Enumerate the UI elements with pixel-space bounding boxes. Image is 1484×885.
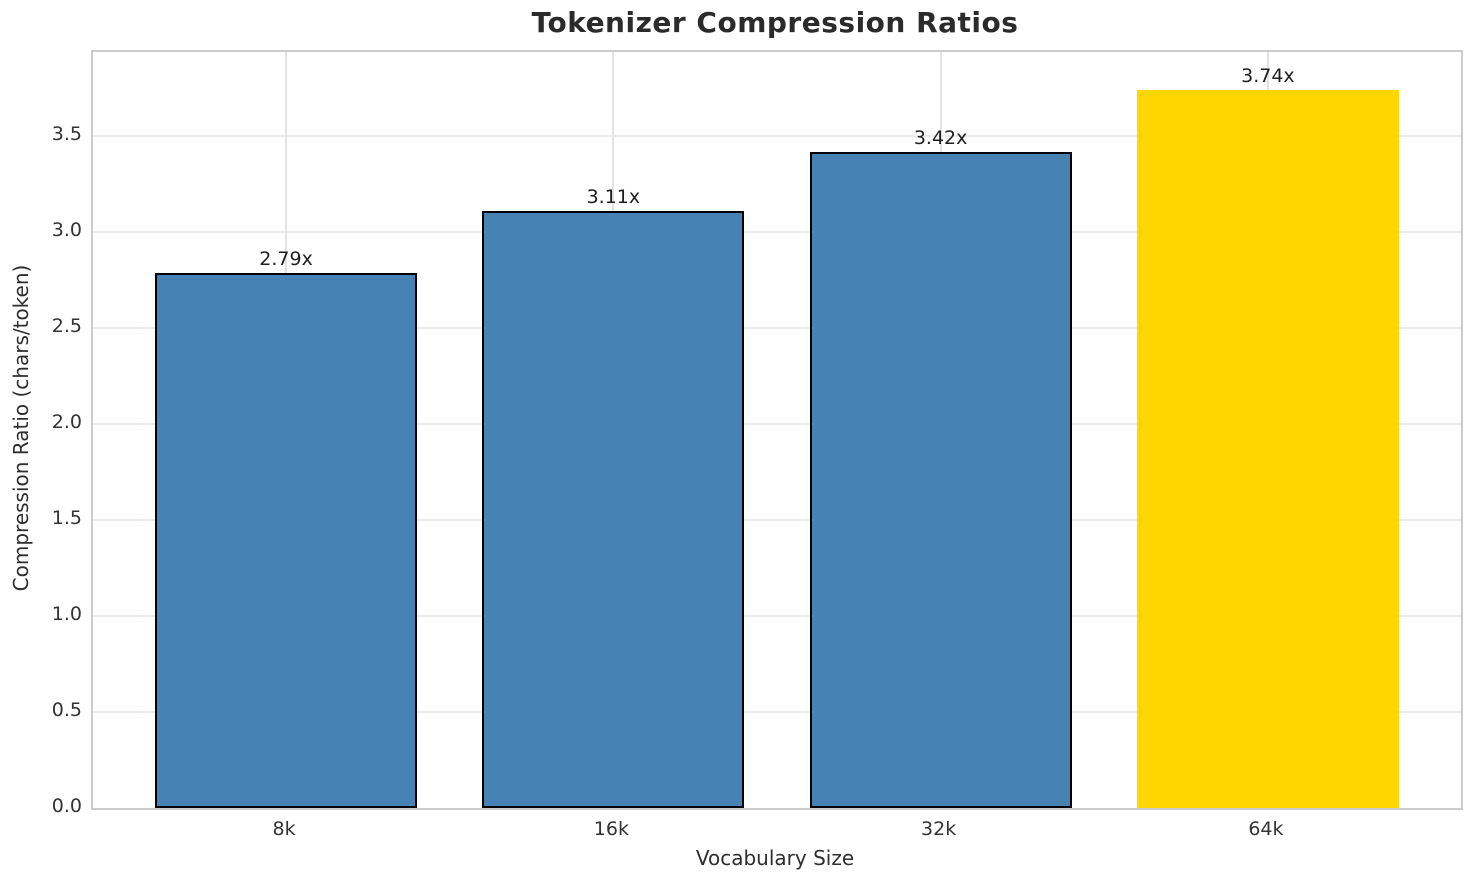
chart-title: Tokenizer Compression Ratios: [531, 6, 1019, 39]
bar-16k: [482, 211, 745, 808]
x-tick-label-64k: 64k: [1248, 818, 1284, 840]
bar-value-label: 3.74x: [1241, 65, 1295, 88]
bar-8k: [155, 272, 417, 808]
bar-value-label: 3.42x: [913, 126, 968, 149]
h-gridline: [93, 615, 1461, 618]
bar-64k: [1137, 90, 1399, 808]
h-gridline: [93, 423, 1461, 426]
y-tick-label: 2.5: [51, 315, 82, 338]
x-tick-label-32k: 32k: [921, 818, 957, 840]
h-gridline: [93, 711, 1461, 714]
x-tick-label-8k: 8k: [272, 818, 296, 840]
h-gridline: [93, 231, 1461, 234]
y-tick-label: 0.0: [51, 795, 82, 817]
bar-value-label: 2.79x: [259, 247, 313, 270]
plot-area: 2.79x 3.11x 3.42x 3.74x: [91, 50, 1463, 810]
y-tick-label: 3.0: [51, 219, 82, 242]
y-tick-label: 1.5: [51, 507, 82, 530]
h-gridline: [93, 519, 1461, 522]
x-axis-label: Vocabulary Size: [695, 846, 855, 870]
bar-32k: [809, 151, 1072, 808]
y-tick-label: 3.5: [51, 123, 82, 146]
h-gridline: [93, 135, 1461, 138]
bar-value-label: 3.11x: [586, 186, 641, 209]
y-tick-label: 1.0: [51, 603, 82, 626]
y-tick-label: 2.0: [51, 411, 82, 434]
y-tick-label: 0.5: [51, 699, 82, 722]
bars-layer: 2.79x 3.11x 3.42x 3.74x: [93, 52, 1461, 808]
x-tick-label-16k: 16k: [593, 818, 629, 840]
h-gridline: [93, 327, 1461, 330]
